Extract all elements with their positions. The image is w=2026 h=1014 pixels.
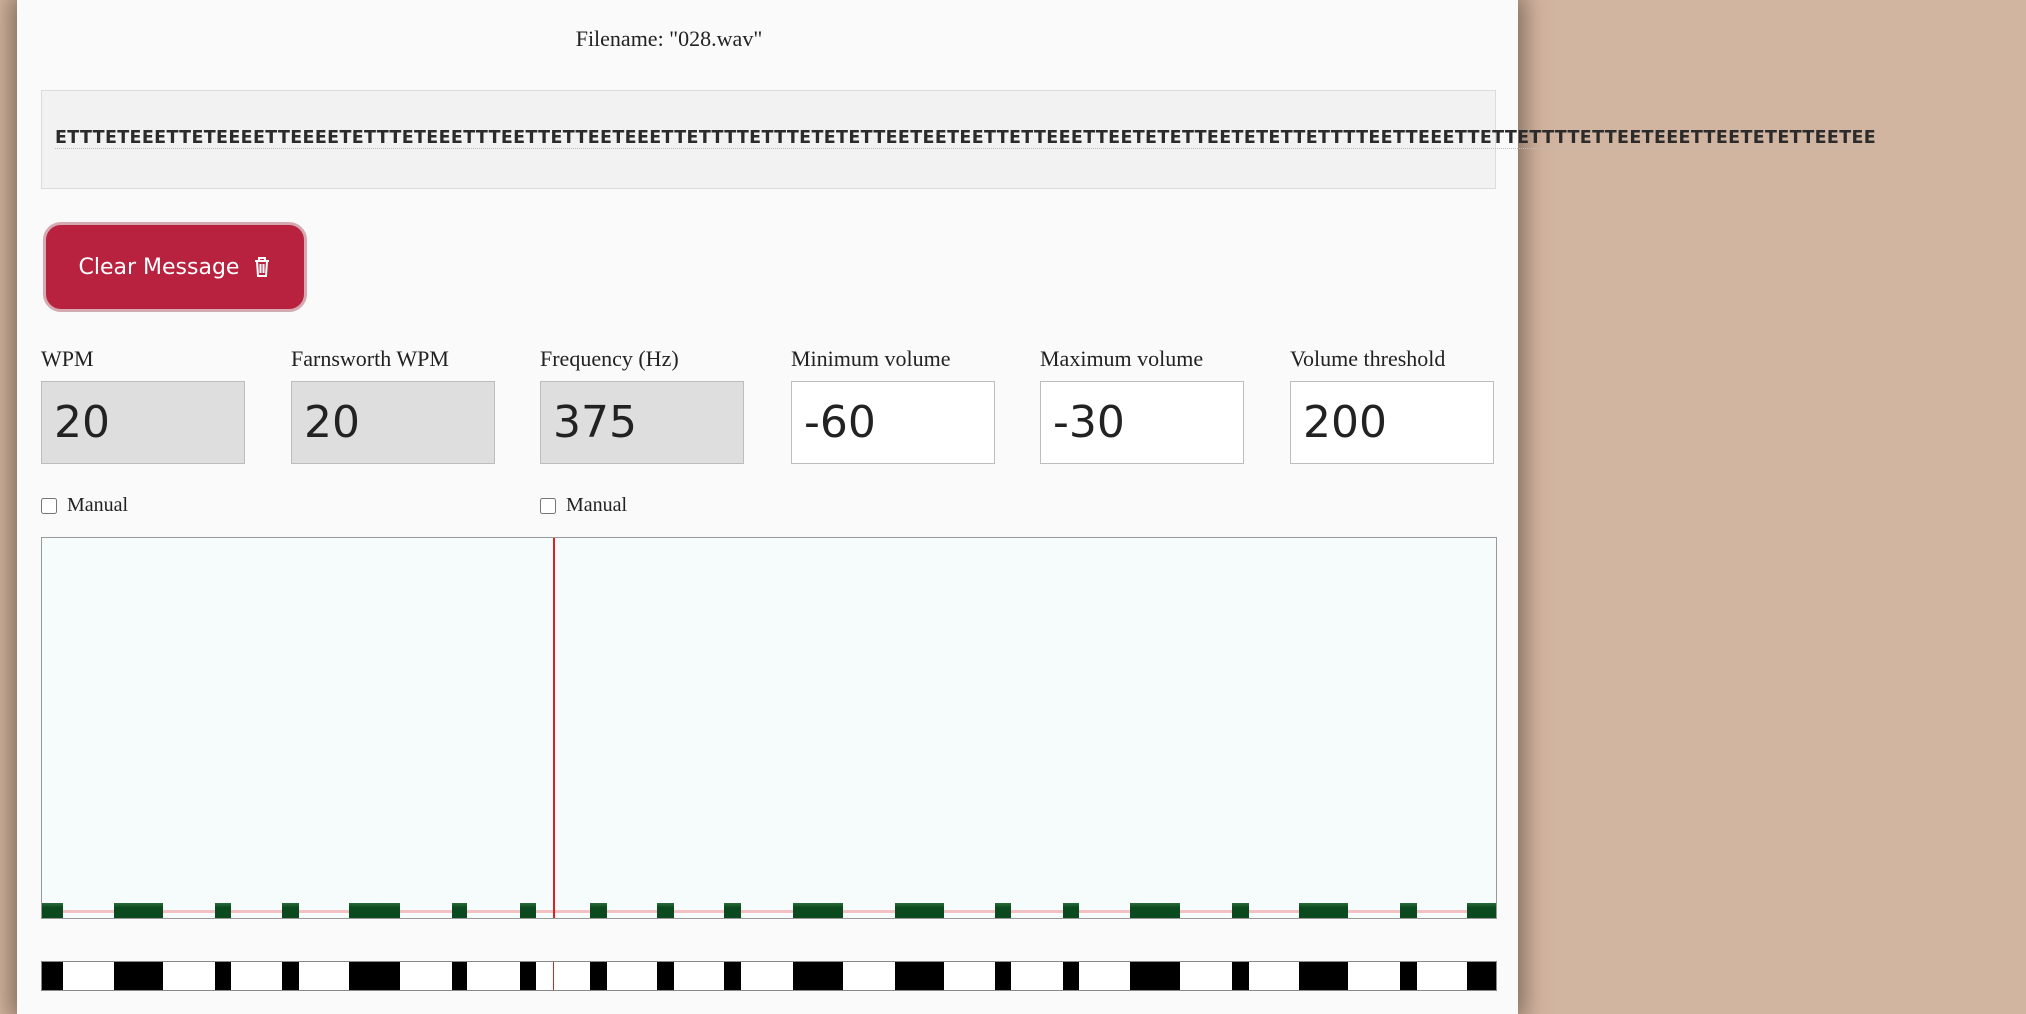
signal-pulse — [589, 903, 607, 918]
timeline-mark — [349, 962, 400, 990]
max-volume-label: Maximum volume — [1040, 346, 1204, 371]
min-volume-label: Minimum volume — [791, 346, 951, 371]
decoded-message: ETTTETEEETTETEEEETTEEEETETTTETEEETTTEETT… — [55, 128, 1877, 149]
timeline-mark — [589, 962, 607, 990]
signal-pulse — [656, 903, 674, 918]
timeline-mark — [451, 962, 468, 990]
playhead-cursor[interactable] — [553, 538, 555, 918]
farnsworth-wpm-input[interactable] — [291, 381, 495, 464]
frequency-manual-checkbox[interactable] — [540, 497, 556, 514]
clear-message-label: Clear Message — [78, 254, 240, 280]
signal-pulse — [792, 903, 843, 918]
signal-pulse — [520, 903, 536, 918]
filename-label: Filename: "028.wav" — [575, 26, 763, 51]
signal-pulse — [1299, 903, 1349, 918]
signal-pulse — [1129, 903, 1181, 918]
timeline-mark — [520, 962, 536, 990]
min-volume-input[interactable] — [791, 381, 995, 464]
wpm-manual-label: Manual — [67, 494, 129, 516]
decoder-panel: Filename: "028.wav" Clear Message WPM Fa… — [17, 0, 1518, 1014]
threshold-line — [42, 910, 1496, 913]
signal-pulse — [215, 903, 231, 918]
wpm-manual-checkbox[interactable] — [41, 497, 57, 514]
signal-pulse — [894, 903, 944, 918]
timeline-mark — [1062, 962, 1080, 990]
timeline-mark — [114, 962, 164, 990]
timeline-mark — [894, 962, 944, 990]
timeline-mark — [1129, 962, 1181, 990]
signal-pulse — [42, 903, 63, 918]
timeline-mark — [792, 962, 843, 990]
volume-threshold-label: Volume threshold — [1290, 346, 1446, 371]
timeline-mark — [1466, 962, 1496, 990]
volume-threshold-field: Volume threshold — [1290, 346, 1494, 464]
timeline-cursor — [553, 962, 554, 990]
wpm-label: WPM — [41, 346, 94, 371]
farnsworth-field: Farnsworth WPM — [291, 346, 495, 464]
timeline-mark — [656, 962, 674, 990]
signal-chart — [41, 537, 1497, 919]
signal-pulse — [724, 903, 741, 918]
max-volume-field: Maximum volume — [1040, 346, 1244, 464]
timeline-mark — [995, 962, 1011, 990]
timeline-mark — [282, 962, 300, 990]
timeline-mark — [1299, 962, 1349, 990]
volume-threshold-input[interactable] — [1290, 381, 1494, 464]
timeline-mark — [724, 962, 741, 990]
farnsworth-label: Farnsworth WPM — [291, 346, 449, 371]
min-volume-field: Minimum volume — [791, 346, 995, 464]
frequency-manual-checkbox-row: Manual — [540, 494, 627, 517]
signal-pulse — [1399, 903, 1417, 918]
timeline-mark — [215, 962, 231, 990]
signal-pulse — [114, 903, 164, 918]
signal-pulse — [1466, 903, 1496, 918]
signal-pulse — [995, 903, 1011, 918]
clear-message-button[interactable]: Clear Message — [43, 222, 307, 312]
signal-pulse — [451, 903, 468, 918]
frequency-label: Frequency (Hz) — [540, 346, 679, 371]
frequency-field: Frequency (Hz) — [540, 346, 744, 464]
morse-timeline-strip — [41, 961, 1497, 991]
message-box — [41, 90, 1496, 189]
signal-pulse — [349, 903, 400, 918]
timeline-mark — [1399, 962, 1417, 990]
frequency-manual-label: Manual — [566, 494, 628, 516]
frequency-input[interactable] — [540, 381, 744, 464]
signal-pulse — [1231, 903, 1249, 918]
wpm-field: WPM — [41, 346, 245, 464]
timeline-mark — [1231, 962, 1249, 990]
signal-pulse — [1062, 903, 1080, 918]
max-volume-input[interactable] — [1040, 381, 1244, 464]
trash-icon — [255, 257, 270, 277]
wpm-manual-checkbox-row: Manual — [41, 494, 128, 517]
wpm-input[interactable] — [41, 381, 245, 464]
signal-pulse — [282, 903, 300, 918]
timeline-mark — [42, 962, 63, 990]
